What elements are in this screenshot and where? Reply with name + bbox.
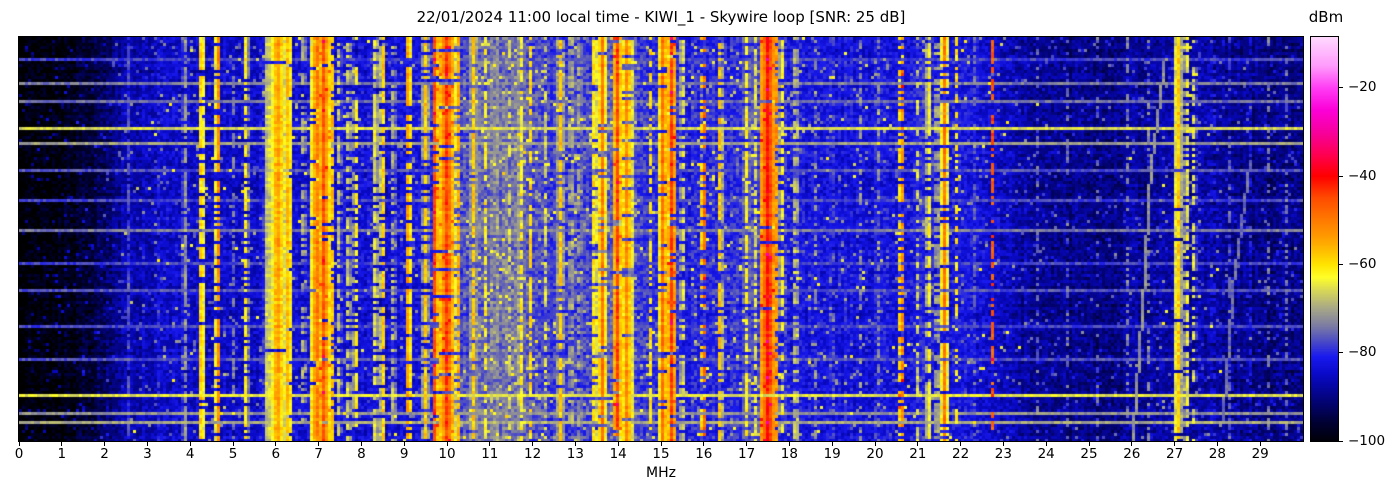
x-axis-tick-label: 21 <box>909 446 927 462</box>
x-axis-tick-mark <box>617 442 619 446</box>
x-axis-tick-mark <box>1216 442 1218 446</box>
x-axis-tick-mark <box>1002 442 1004 446</box>
x-axis-label: MHz <box>646 465 676 481</box>
x-axis-tick-mark <box>574 442 576 446</box>
x-axis-tick-label: 12 <box>524 446 542 462</box>
colorbar-tick-label: −100 <box>1348 432 1386 449</box>
x-axis-tick-mark <box>1131 442 1133 446</box>
figure-title: 22/01/2024 11:00 local time - KIWI_1 - S… <box>416 8 906 26</box>
x-axis-tick-label: 0 <box>14 446 24 462</box>
x-axis-tick-mark <box>960 442 962 446</box>
x-axis-tick-mark <box>703 442 705 446</box>
x-axis-tick-mark <box>917 442 919 446</box>
colorbar-unit-label: dBm <box>1308 8 1344 26</box>
colorbar-tick-mark <box>1339 87 1343 89</box>
x-axis-tick-label: 8 <box>357 446 366 462</box>
colorbar-tick-label: −80 <box>1348 344 1377 361</box>
x-axis-tick-mark <box>232 442 234 446</box>
colorbar-tick-mark <box>1339 352 1343 354</box>
colorbar-tick-mark <box>1339 440 1343 442</box>
x-axis-tick-label: 29 <box>1251 446 1269 462</box>
x-axis-tick-label: 22 <box>952 446 970 462</box>
x-axis-tick-mark <box>1088 442 1090 446</box>
x-axis-tick-label: 4 <box>185 446 195 462</box>
x-axis-tick-label: 27 <box>1166 446 1184 462</box>
x-axis-tick-mark <box>360 442 362 446</box>
x-axis-tick-label: 28 <box>1208 446 1226 462</box>
x-axis-tick-label: 7 <box>314 446 323 462</box>
x-axis-tick-label: 24 <box>1037 446 1055 462</box>
x-axis-tick-label: 20 <box>866 446 884 462</box>
x-axis-tick-label: 10 <box>438 446 456 462</box>
x-axis-tick-label: 1 <box>57 446 67 462</box>
x-axis-tick-label: 3 <box>143 446 152 462</box>
x-axis-tick-label: 19 <box>823 446 841 462</box>
x-axis-tick-label: 16 <box>695 446 713 462</box>
x-axis-tick-label: 9 <box>399 446 409 462</box>
colorbar-gradient <box>1311 37 1338 441</box>
colorbar-frame <box>1310 36 1339 442</box>
x-axis-tick-mark <box>1045 442 1047 446</box>
x-axis-tick-mark <box>746 442 748 446</box>
x-axis-tick-mark <box>1174 442 1176 446</box>
colorbar-tick-mark <box>1339 263 1343 265</box>
x-axis-tick-mark <box>489 442 491 446</box>
x-axis-tick-label: 13 <box>566 446 584 462</box>
x-axis-tick-mark <box>1259 442 1261 446</box>
x-axis-tick-label: 5 <box>228 446 238 462</box>
x-axis-tick-mark <box>275 442 277 446</box>
x-axis-tick-mark <box>446 442 448 446</box>
x-axis-tick-label: 15 <box>652 446 670 462</box>
x-axis-tick-mark <box>788 442 790 446</box>
x-axis-tick-mark <box>146 442 148 446</box>
waterfall-plot-frame <box>18 36 1304 442</box>
x-axis-tick-label: 26 <box>1123 446 1141 462</box>
colorbar-tick-label: −20 <box>1348 79 1377 96</box>
x-axis-tick-mark <box>18 442 20 446</box>
colorbar-tick-label: −60 <box>1348 255 1377 272</box>
x-axis-tick-label: 14 <box>609 446 627 462</box>
colorbar-tick-label: −40 <box>1348 167 1377 184</box>
x-axis-tick-label: 23 <box>994 446 1012 462</box>
x-axis-tick-label: 6 <box>271 446 281 462</box>
x-axis-tick-mark <box>104 442 106 446</box>
colorbar-tick-mark <box>1339 175 1343 177</box>
x-axis-tick-mark <box>660 442 662 446</box>
x-axis-tick-label: 2 <box>100 446 109 462</box>
x-axis-tick-mark <box>831 442 833 446</box>
x-axis-tick-label: 25 <box>1080 446 1098 462</box>
x-axis-tick-label: 17 <box>738 446 756 462</box>
x-axis-tick-mark <box>532 442 534 446</box>
x-axis-tick-label: 11 <box>481 446 499 462</box>
x-axis-tick-mark <box>189 442 191 446</box>
x-axis-tick-mark <box>61 442 63 446</box>
x-axis-tick-mark <box>318 442 320 446</box>
x-axis-tick-mark <box>874 442 876 446</box>
waterfall-heatmap <box>19 37 1303 441</box>
x-axis-tick-label: 18 <box>780 446 798 462</box>
x-axis-tick-mark <box>403 442 405 446</box>
